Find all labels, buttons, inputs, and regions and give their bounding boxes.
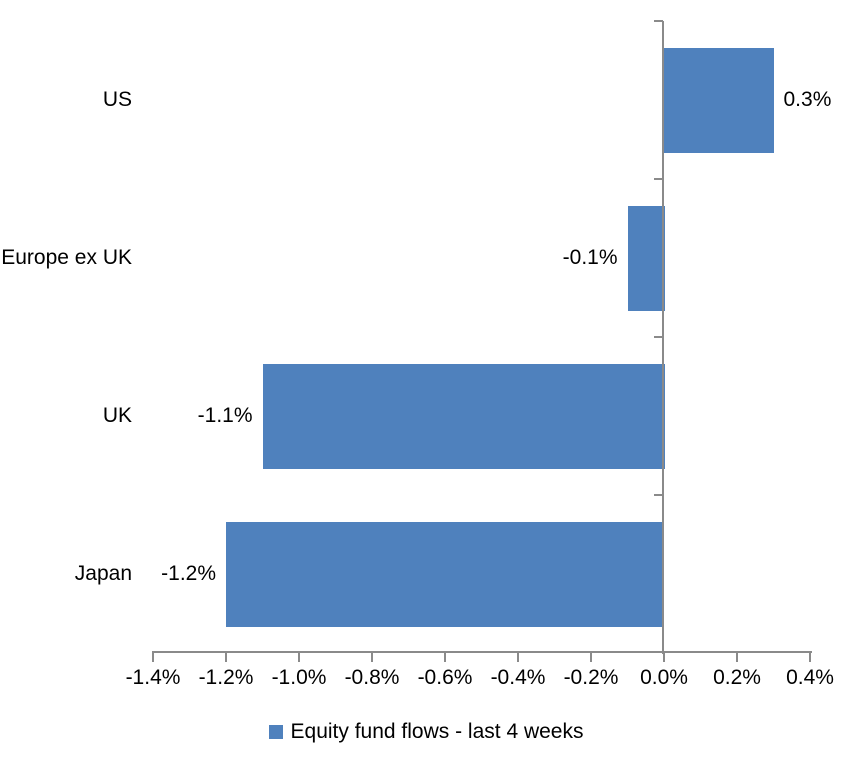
bar-japan: [226, 522, 664, 627]
data-label-europe-ex-uk: -0.1%: [562, 246, 618, 269]
bar-us: [664, 48, 774, 153]
category-axis-tick: [654, 336, 663, 338]
value-axis-tick: [590, 651, 592, 662]
category-label-europe-ex-uk: Europe ex UK: [1, 246, 132, 269]
category-label-uk: UK: [102, 404, 132, 427]
category-axis-line: [662, 21, 664, 654]
legend-swatch-icon: [268, 725, 283, 739]
value-axis-tick-label: -1.2%: [198, 666, 254, 689]
value-axis-tick-label: -0.6%: [417, 666, 473, 689]
bar-europe-ex-uk: [627, 206, 665, 311]
value-axis-tick: [809, 651, 811, 662]
value-axis-tick: [517, 651, 519, 662]
category-axis-tick: [654, 494, 663, 496]
category-label-us: US: [102, 88, 132, 111]
value-axis-tick: [736, 651, 738, 662]
data-label-uk: -1.1%: [197, 404, 253, 427]
value-axis-tick: [371, 651, 373, 662]
value-axis-tick: [225, 651, 227, 662]
value-axis-tick-label: 0.0%: [640, 666, 688, 689]
data-label-us: 0.3%: [783, 88, 832, 111]
bar-uk: [262, 364, 665, 469]
value-axis-tick: [444, 651, 446, 662]
value-axis-tick: [298, 651, 300, 662]
value-axis-tick-label: -0.8%: [344, 666, 400, 689]
value-axis-tick-label: -1.4%: [125, 666, 181, 689]
chart-legend: Equity fund flows - last 4 weeks: [0, 719, 852, 745]
value-axis-tick: [152, 651, 154, 662]
value-axis-tick-label: -0.2%: [563, 666, 619, 689]
value-axis-tick-label: 0.2%: [713, 666, 761, 689]
category-label-japan: Japan: [74, 562, 132, 585]
category-axis-tick: [654, 178, 663, 180]
value-axis-tick-label: -0.4%: [490, 666, 546, 689]
value-axis-line: [152, 651, 812, 653]
value-axis-tick-label: -1.0%: [271, 666, 327, 689]
value-axis-tick: [663, 651, 665, 662]
value-axis-tick-label: 0.4%: [786, 666, 834, 689]
data-label-japan: -1.2%: [161, 562, 216, 585]
legend-label: Equity fund flows - last 4 weeks: [290, 720, 584, 743]
category-axis-tick: [654, 20, 663, 22]
